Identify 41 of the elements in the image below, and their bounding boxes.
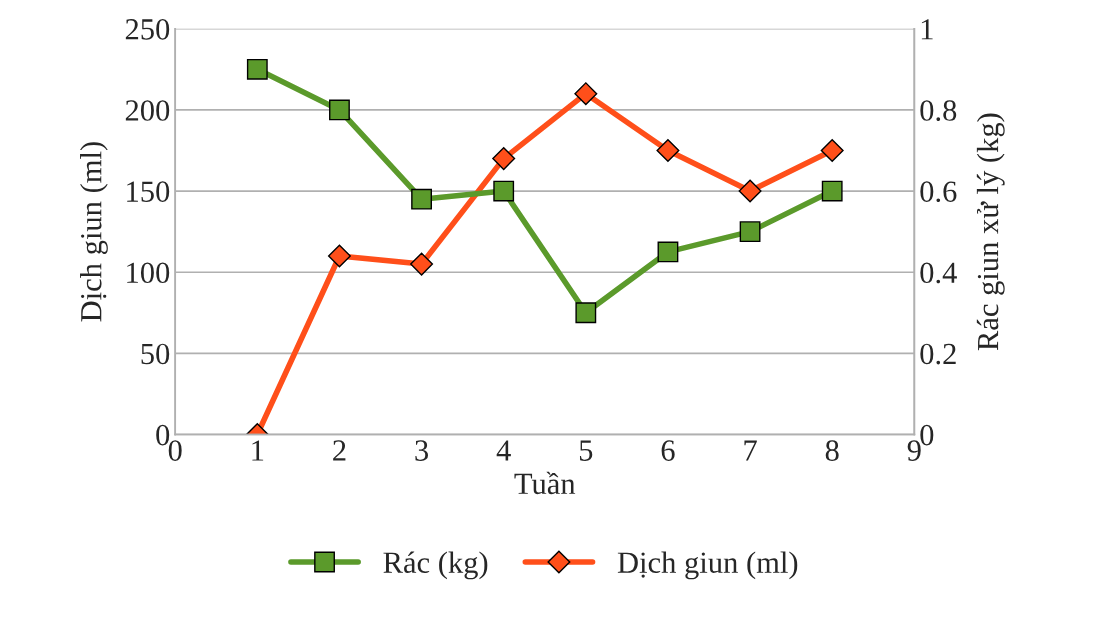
y2-tick-label: 0.2 [920, 343, 956, 365]
y-tick-label: 100 [127, 262, 170, 284]
point [820, 138, 844, 162]
point [329, 99, 350, 121]
y2-tick-label: 0 [920, 424, 934, 446]
legend-label: Rác (kg) [383, 551, 488, 580]
x-tick-label: 9 [907, 440, 921, 461]
point [492, 147, 516, 171]
point [411, 188, 432, 210]
x-tick-label: 4 [496, 440, 511, 461]
point [657, 241, 679, 263]
point [656, 138, 680, 162]
point [821, 180, 843, 202]
x-tick-label: 6 [661, 440, 675, 461]
y-tick-label: 200 [125, 100, 170, 121]
x-tick-label: 3 [415, 440, 429, 461]
x-axis-title: Tuần [514, 471, 576, 495]
point [738, 179, 762, 203]
point [493, 180, 515, 202]
x-tick-label: 8 [825, 440, 839, 461]
x-tick-label: 7 [744, 440, 757, 461]
y2-tick-label: 1 [921, 19, 933, 40]
point [246, 58, 268, 80]
y-tick-label: 50 [141, 343, 170, 365]
y2-tick-label: 0.8 [920, 100, 957, 121]
y-axis-title: Dịch giun (ml) [80, 142, 108, 322]
y2-tick-label: 0.4 [920, 262, 957, 284]
point [739, 221, 761, 243]
point [327, 244, 351, 268]
y2-axis-title: Rác giun xử lý (kg) [976, 113, 1005, 351]
x-tick-label: 1 [252, 440, 264, 461]
y-tick-label: 250 [125, 19, 170, 40]
x-tick-label: 2 [333, 440, 346, 461]
legend-label: Dịch giun (ml) [617, 551, 798, 580]
x-tick-label: 5 [579, 440, 593, 461]
y-tick-label: 150 [127, 181, 170, 202]
point [575, 302, 597, 324]
point [410, 252, 434, 276]
point [574, 82, 598, 106]
y-tick-label: 0 [156, 424, 170, 446]
y2-tick-label: 0.6 [920, 181, 957, 203]
